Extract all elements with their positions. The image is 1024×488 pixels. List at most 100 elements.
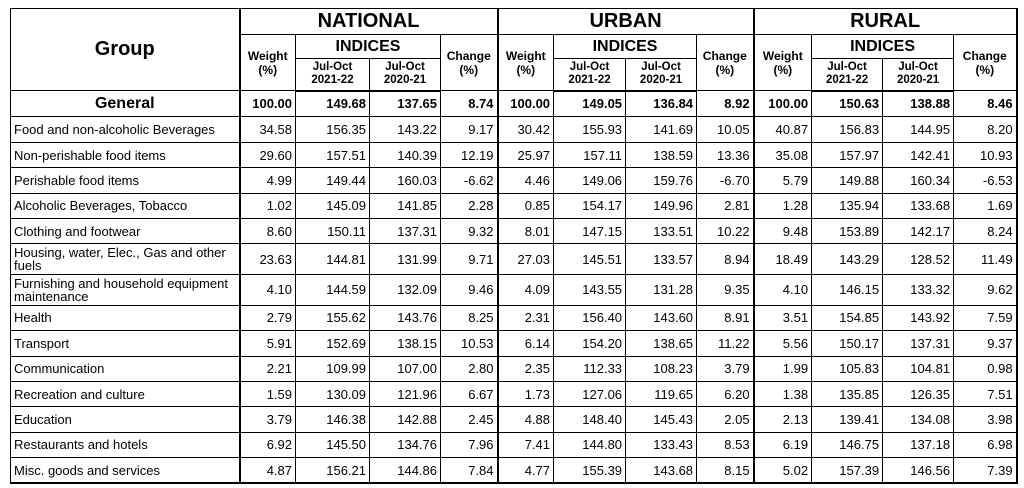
national-index-previous-cell: 121.96 xyxy=(369,380,441,408)
group-name: Communication xyxy=(10,355,240,382)
table-row: Health 2.79 155.62 143.76 8.25 2.31 156.40 143.… xyxy=(10,304,1018,332)
national-index-previous-cell: 134.76 xyxy=(369,431,441,459)
rural-change-cell: 7.51 xyxy=(953,380,1018,408)
rural-index-previous-cell: 138.88 xyxy=(882,89,955,118)
rural-change-cell: 8.24 xyxy=(953,217,1018,245)
national-period-previous: Jul-Oct 2020-21 xyxy=(369,58,441,92)
urban-weight-cell: 7.41 xyxy=(496,431,555,459)
national-index-current-cell: 149.44 xyxy=(295,167,370,194)
urban-index-current-cell: 127.06 xyxy=(553,380,627,408)
national-change-header: Change (%) xyxy=(439,34,499,91)
rural-index-current-cell: 135.94 xyxy=(811,192,884,220)
national-weight-cell: 4.10 xyxy=(238,274,296,306)
urban-period-previous: Jul-Oct 2020-21 xyxy=(625,58,698,92)
rural-weight-cell: 4.10 xyxy=(752,274,813,306)
national-index-current-cell: 149.68 xyxy=(295,89,370,118)
national-change-cell: 8.25 xyxy=(439,304,499,332)
national-weight-cell: 34.58 xyxy=(238,116,296,143)
urban-index-current-cell: 145.51 xyxy=(553,243,627,276)
national-index-previous-cell: 143.22 xyxy=(369,116,441,143)
rural-index-previous-cell: 128.52 xyxy=(882,243,955,276)
rural-index-previous-cell: 142.17 xyxy=(882,217,955,245)
group-name: Education xyxy=(10,406,240,433)
group-name: General xyxy=(10,89,240,118)
urban-change-cell: 11.22 xyxy=(696,330,755,357)
national-change-cell: 9.71 xyxy=(439,243,499,276)
rural-index-previous-cell: 133.68 xyxy=(882,192,955,220)
national-weight-cell: 29.60 xyxy=(238,141,296,169)
cpi-table: Group NATIONAL URBAN RURAL Weight (%) IN… xyxy=(10,8,1018,485)
urban-weight-cell: 2.31 xyxy=(496,304,555,332)
rural-change-cell: 9.37 xyxy=(953,330,1018,357)
national-weight-cell: 1.02 xyxy=(238,192,296,220)
urban-change-cell: 8.94 xyxy=(696,243,755,276)
national-change-cell: 2.80 xyxy=(439,355,499,382)
table-row: Perishable food items 4.99 149.44 160.03 -6.… xyxy=(10,167,1018,194)
rural-weight-cell: 6.19 xyxy=(752,431,813,459)
national-change-cell: 2.28 xyxy=(439,192,499,220)
national-index-current-cell: 130.09 xyxy=(295,380,370,408)
urban-weight-cell: 0.85 xyxy=(496,192,555,220)
table-row: Transport 5.91 152.69 138.15 10.53 6.14 154.20… xyxy=(10,330,1018,357)
national-weight-cell: 2.79 xyxy=(238,304,296,332)
rural-index-current-cell: 146.75 xyxy=(811,431,884,459)
group-name: Housing, water, Elec., Gas and other fue… xyxy=(10,243,240,276)
urban-index-current-cell: 143.55 xyxy=(553,274,627,306)
urban-index-previous-cell: 143.60 xyxy=(625,304,698,332)
urban-change-cell: 6.20 xyxy=(696,380,755,408)
urban-index-previous-cell: 138.59 xyxy=(625,141,698,169)
rural-index-current-cell: 157.97 xyxy=(811,141,884,169)
rural-weight-cell: 9.48 xyxy=(752,217,813,245)
urban-index-previous-cell: 108.23 xyxy=(625,355,698,382)
national-index-current-cell: 109.99 xyxy=(295,355,370,382)
national-index-previous-cell: 160.03 xyxy=(369,167,441,194)
urban-index-previous-cell: 141.69 xyxy=(625,116,698,143)
urban-change-cell: 8.92 xyxy=(696,89,755,118)
urban-index-previous-cell: 159.76 xyxy=(625,167,698,194)
rural-index-current-cell: 150.17 xyxy=(811,330,884,357)
national-index-previous-cell: 107.00 xyxy=(369,355,441,382)
national-index-previous-cell: 143.76 xyxy=(369,304,441,332)
rural-weight-cell: 1.28 xyxy=(752,192,813,220)
urban-index-previous-cell: 133.51 xyxy=(625,217,698,245)
rural-change-cell: 3.98 xyxy=(953,406,1018,433)
urban-index-previous-cell: 133.57 xyxy=(625,243,698,276)
region-national: NATIONAL xyxy=(238,8,499,35)
national-index-current-cell: 144.59 xyxy=(295,274,370,306)
urban-index-previous-cell: 149.96 xyxy=(625,192,698,220)
urban-index-previous-cell: 133.43 xyxy=(625,431,698,459)
national-weight-cell: 100.00 xyxy=(238,89,296,118)
national-change-cell: 8.74 xyxy=(439,89,499,118)
rural-weight-cell: 5.02 xyxy=(752,457,813,485)
rural-index-previous-cell: 143.92 xyxy=(882,304,955,332)
national-change-cell: 2.45 xyxy=(439,406,499,433)
rural-change-cell: 11.49 xyxy=(953,243,1018,276)
urban-weight-cell: 4.46 xyxy=(496,167,555,194)
urban-index-previous-cell: 145.43 xyxy=(625,406,698,433)
group-name: Restaurants and hotels xyxy=(10,431,240,459)
urban-change-cell: 2.81 xyxy=(696,192,755,220)
rural-indices-header: INDICES xyxy=(811,34,955,59)
national-change-cell: 9.46 xyxy=(439,274,499,306)
rural-index-current-cell: 156.83 xyxy=(811,116,884,143)
rural-index-previous-cell: 126.35 xyxy=(882,380,955,408)
rural-index-current-cell: 105.83 xyxy=(811,355,884,382)
urban-index-previous-cell: 131.28 xyxy=(625,274,698,306)
general-row: General 100.00 149.68 137.65 8.74 100.00 149.0… xyxy=(10,89,1018,118)
urban-weight-cell: 2.35 xyxy=(496,355,555,382)
rural-index-current-cell: 153.89 xyxy=(811,217,884,245)
rural-index-current-cell: 154.85 xyxy=(811,304,884,332)
urban-weight-cell: 4.77 xyxy=(496,457,555,485)
urban-index-current-cell: 155.93 xyxy=(553,116,627,143)
rural-index-previous-cell: 144.95 xyxy=(882,116,955,143)
urban-change-cell: 8.91 xyxy=(696,304,755,332)
urban-index-current-cell: 112.33 xyxy=(553,355,627,382)
group-name: Food and non-alcoholic Beverages xyxy=(10,116,240,143)
national-weight-cell: 3.79 xyxy=(238,406,296,433)
urban-weight-cell: 1.73 xyxy=(496,380,555,408)
national-period-current: Jul-Oct 2021-22 xyxy=(295,58,370,92)
rural-index-current-cell: 157.39 xyxy=(811,457,884,485)
national-change-cell: 9.17 xyxy=(439,116,499,143)
rural-index-previous-cell: 104.81 xyxy=(882,355,955,382)
urban-change-cell: 8.15 xyxy=(696,457,755,485)
